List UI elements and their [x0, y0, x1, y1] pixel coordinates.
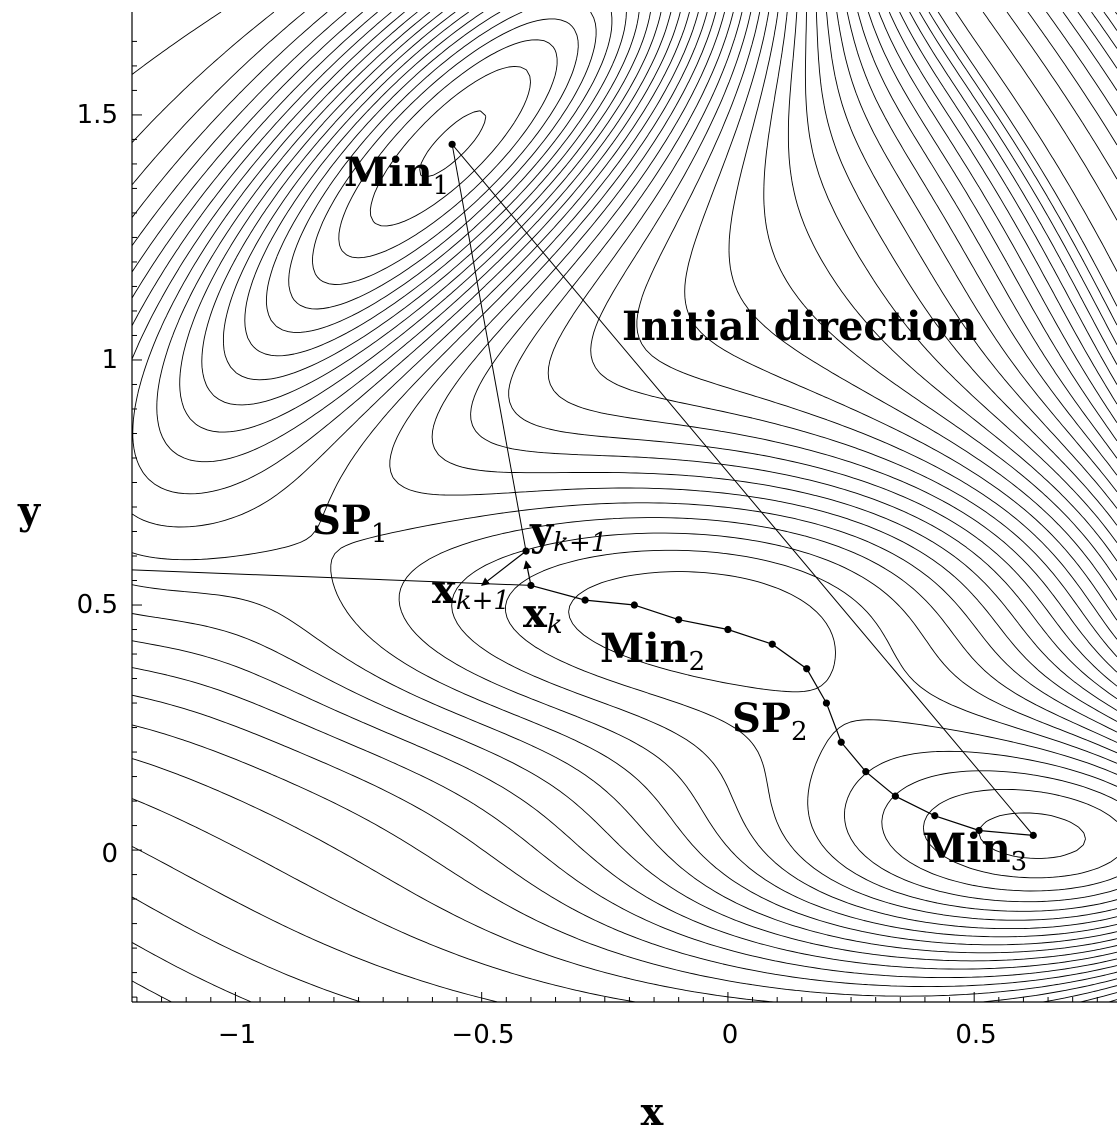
contour-line [132, 12, 1117, 997]
string-point [803, 665, 811, 673]
contour-line [955, 12, 1117, 272]
contour-line [132, 12, 1117, 946]
contour-line [836, 12, 1117, 493]
y-to-x-k-plus-1-arrow [481, 550, 527, 586]
sp1-path-line [132, 569, 531, 586]
x-tick-label: −0.5 [451, 1020, 514, 1050]
string-path [530, 584, 1034, 836]
initial-direction-label: Initial direction [622, 303, 977, 350]
string-point [862, 768, 870, 776]
contour-line [132, 12, 1117, 970]
contour-line [1027, 12, 1117, 146]
string-point [630, 601, 638, 609]
contour-line [928, 12, 1117, 326]
string-point [891, 792, 899, 800]
contour-line [1091, 12, 1117, 49]
y-k-plus-1-point [522, 547, 530, 555]
contour-line [132, 12, 1117, 930]
contour-line [419, 110, 487, 178]
contour-line [1103, 12, 1117, 31]
y-tick-label: 1 [101, 345, 118, 375]
contour-line [132, 12, 1117, 1002]
x-tick-label: 0.5 [955, 1020, 996, 1050]
contour-line [1006, 12, 1117, 180]
contour-line [1077, 12, 1117, 69]
contour-line [909, 12, 1117, 365]
contour-line [369, 65, 531, 227]
contour-line [815, 12, 1117, 526]
contour-line [244, 12, 1117, 879]
string-point [675, 616, 683, 624]
min2-label: Min2 [600, 625, 705, 677]
contour-lines [132, 12, 1117, 1002]
string-point [837, 738, 845, 746]
contour-line [132, 12, 1117, 954]
y-tick-label: 0.5 [77, 590, 118, 620]
contour-line [156, 12, 1117, 921]
contour-line [937, 12, 1117, 307]
x-k-plus-1-label: xk+1 [432, 566, 510, 616]
string-point [724, 625, 732, 634]
contour-line [288, 12, 597, 310]
y-tick-label: 0 [101, 839, 118, 869]
contour-line [132, 12, 1117, 979]
contour-line [1062, 12, 1117, 91]
string-point [931, 812, 939, 820]
min3-label: Min3 [922, 825, 1027, 877]
y-tick-label: 1.5 [77, 100, 118, 130]
sp1-label: SP1 [312, 497, 388, 549]
contour-line [132, 12, 1117, 1002]
contour-line [982, 12, 1117, 221]
x-k-label: xk [523, 590, 563, 640]
min1-point [448, 140, 456, 148]
sp2-label: SP2 [732, 695, 808, 747]
string-point [581, 596, 589, 604]
min1-label: Min1 [344, 149, 449, 201]
contour-line [222, 12, 1117, 892]
contour-line [132, 12, 1117, 1002]
path-overlays [132, 140, 1037, 839]
contour-line [132, 12, 1117, 962]
x-tick-label: −1 [218, 1020, 256, 1050]
contour-line [201, 12, 1117, 903]
string-point [1029, 831, 1037, 839]
x-tick-label: 0 [722, 1020, 739, 1050]
y-axis-title: y [17, 488, 41, 533]
x-k-to-y-arrow [523, 560, 532, 586]
tick-labels: −1 −0.5 0 0.5 0 0.5 1 1.5 [77, 100, 997, 1050]
contour-line [826, 12, 1117, 509]
contour-line [888, 12, 1117, 405]
x-axis-title: x [641, 1089, 664, 1134]
contour-line [132, 12, 1117, 988]
contour-line [132, 12, 1117, 1002]
contour-line [846, 12, 1117, 476]
string-point [975, 826, 983, 835]
contour-line [867, 12, 1117, 442]
contour-line [338, 39, 558, 259]
min1-to-y-line [451, 144, 527, 552]
contour-line [899, 12, 1117, 385]
contour-line [132, 12, 1117, 1002]
contour-line [1046, 12, 1117, 117]
axis-ticks [132, 40, 1098, 1002]
annotations: Min1 Min2 Min3 SP1 SP2 Initial direction… [312, 149, 1027, 877]
y-k-plus-1-label: yk+1 [529, 508, 607, 558]
contour-line [878, 12, 1117, 424]
string-point [527, 581, 535, 590]
string-point [822, 699, 831, 707]
contour-line [132, 12, 1117, 938]
contour-line [132, 12, 1117, 1002]
contour-line [857, 12, 1117, 459]
initial-direction-line [451, 144, 1034, 836]
contour-line [179, 12, 1117, 912]
contour-line [312, 18, 579, 285]
string-point [768, 640, 776, 648]
